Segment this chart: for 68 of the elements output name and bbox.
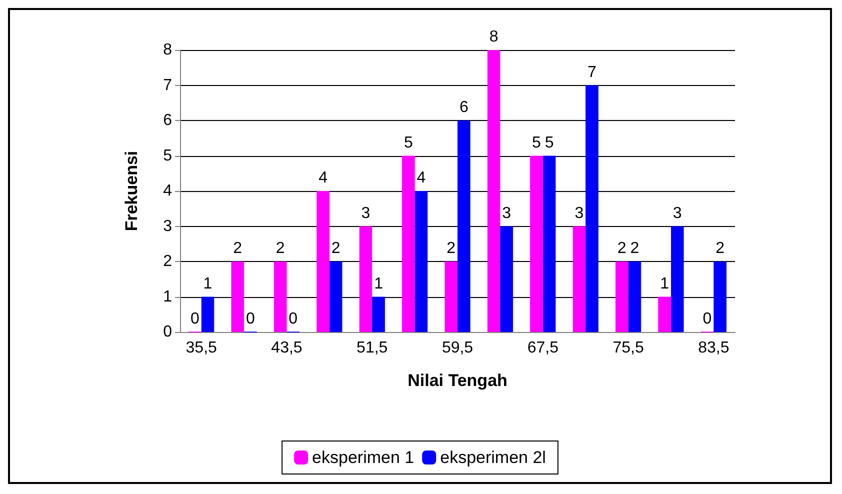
data-label: 2 <box>331 240 340 257</box>
y-tick-label: 2 <box>163 253 172 270</box>
data-label: 3 <box>502 204 512 222</box>
bar <box>615 262 628 332</box>
data-label: 7 <box>588 64 597 81</box>
bar <box>458 120 470 332</box>
bar <box>402 156 415 332</box>
bar <box>658 296 671 332</box>
bar <box>201 296 214 332</box>
y-tick-label: 8 <box>163 42 172 58</box>
y-tick-label: 6 <box>163 112 172 129</box>
y-tick-label: 1 <box>163 288 172 306</box>
data-label: 3 <box>361 204 370 222</box>
data-label: 0 <box>288 310 298 328</box>
bar <box>628 262 642 332</box>
data-label: 0 <box>246 310 255 328</box>
bar <box>274 262 287 332</box>
bar <box>316 191 330 332</box>
bar <box>572 226 586 332</box>
legend-label: eksperimen 2l <box>440 448 546 467</box>
data-label: 1 <box>374 275 384 292</box>
data-label: 8 <box>489 28 498 46</box>
bar <box>359 226 372 332</box>
y-tick-label: 4 <box>163 182 172 200</box>
data-label: 2 <box>716 240 725 257</box>
bar <box>500 226 513 332</box>
bar <box>714 262 726 332</box>
data-label: 0 <box>190 310 200 328</box>
data-label: 1 <box>203 275 212 292</box>
bar <box>542 156 556 332</box>
data-label: 2 <box>233 240 242 257</box>
x-tick-label: 67,5 <box>527 340 559 356</box>
y-tick-label: 3 <box>163 218 172 235</box>
y-tick-label: 0 <box>163 324 172 340</box>
data-label: 0 <box>702 310 712 328</box>
data-label: 5 <box>532 134 542 152</box>
data-label: 4 <box>318 170 328 186</box>
x-tick-label: 35,5 <box>186 340 218 356</box>
y-tick-label: 7 <box>163 76 172 94</box>
data-label: 2 <box>276 240 285 257</box>
bar <box>231 262 244 332</box>
bar <box>444 262 458 332</box>
data-label: 1 <box>660 275 670 292</box>
data-label: 6 <box>459 99 468 116</box>
bar <box>414 191 428 332</box>
x-tick-label: 75,5 <box>612 340 644 356</box>
x-tick-label: 43,5 <box>271 340 302 356</box>
bar <box>670 226 684 332</box>
bar <box>329 262 342 332</box>
data-label: 2 <box>446 240 456 257</box>
data-label: 3 <box>672 204 682 222</box>
bar <box>487 50 500 332</box>
bar <box>530 156 543 332</box>
data-label: 2 <box>617 240 626 257</box>
data-label: 5 <box>404 134 413 152</box>
data-label: 2 <box>630 240 640 257</box>
y-tick-label: 5 <box>163 147 172 164</box>
bar <box>372 296 385 332</box>
bar <box>586 85 598 332</box>
data-label: 3 <box>574 204 584 222</box>
data-label: 5 <box>544 134 554 152</box>
x-tick-label: 51,5 <box>356 340 388 356</box>
data-label: 4 <box>416 170 426 186</box>
y-axis-title: Frekuensi <box>122 150 141 232</box>
x-tick-label: 59,5 <box>442 340 474 356</box>
x-axis-title: Nilai Tengah <box>408 371 508 390</box>
legend-label: eksperimen 1 <box>312 448 414 467</box>
x-tick-label: 83,5 <box>698 340 730 356</box>
